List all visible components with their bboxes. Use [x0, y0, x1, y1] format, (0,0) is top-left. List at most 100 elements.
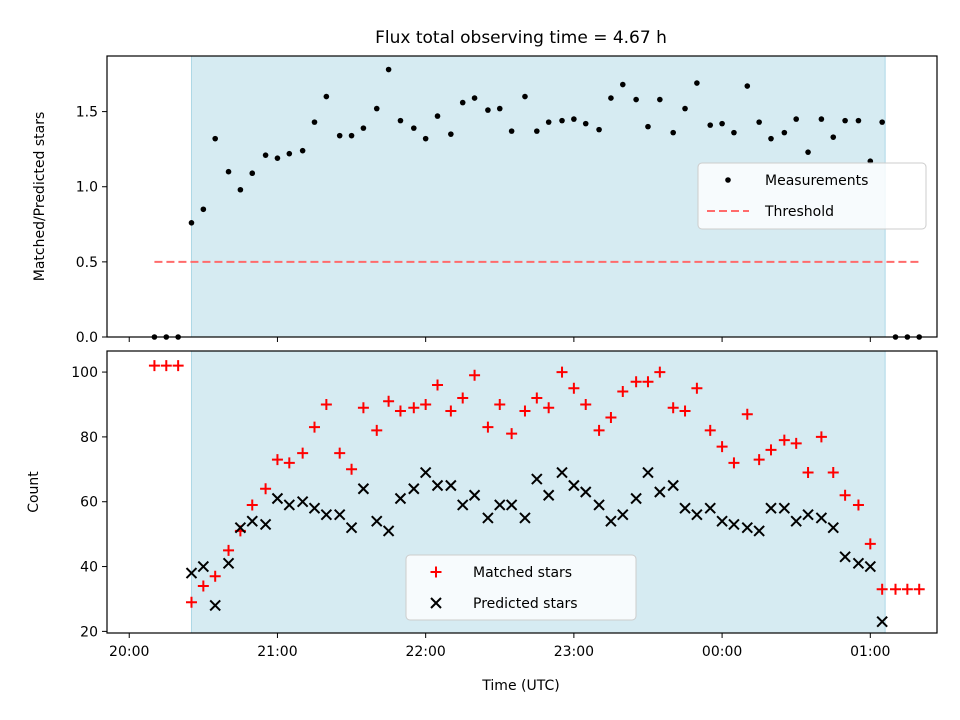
data-point — [197, 580, 209, 592]
data-point — [246, 499, 258, 511]
data-point — [297, 447, 309, 459]
data-point — [568, 382, 580, 394]
data-point — [394, 405, 406, 417]
data-point — [172, 360, 184, 372]
data-point — [336, 132, 343, 139]
data-point — [707, 122, 714, 128]
data-point — [633, 96, 639, 103]
data-point — [323, 93, 330, 100]
data-point — [765, 502, 777, 514]
data-point — [852, 557, 865, 570]
data-point — [876, 615, 888, 628]
data-point — [320, 398, 332, 410]
data-point — [654, 486, 666, 498]
legend-label: Predicted stars — [473, 596, 578, 612]
data-point — [222, 557, 235, 570]
plot-frame — [106, 350, 938, 634]
data-point — [582, 120, 589, 127]
legend-label: Matched stars — [473, 565, 572, 581]
data-point — [802, 508, 814, 521]
data-point — [642, 376, 654, 388]
series-measurements — [151, 66, 923, 340]
data-point — [654, 366, 666, 378]
plot-frame — [106, 55, 938, 338]
data-point — [778, 502, 791, 514]
data-point — [534, 128, 540, 134]
data-point — [309, 421, 320, 433]
y-tick-label: 1.0 — [76, 180, 98, 196]
data-point — [704, 424, 716, 436]
data-point — [505, 499, 518, 511]
data-point — [320, 508, 333, 521]
y-tick-label: 60 — [80, 495, 98, 511]
data-point — [357, 402, 369, 414]
data-point — [271, 454, 283, 466]
data-point — [852, 499, 864, 511]
data-point — [271, 492, 284, 505]
data-point — [286, 150, 293, 157]
data-point — [694, 80, 700, 86]
data-point — [448, 131, 454, 137]
legend-swatch — [430, 566, 442, 578]
data-point — [408, 483, 420, 495]
data-point — [274, 155, 281, 161]
data-point — [864, 538, 876, 550]
data-point — [704, 502, 716, 514]
data-point — [200, 206, 207, 213]
data-point — [385, 66, 392, 73]
data-point — [890, 583, 901, 595]
legend: Matched stars Predicted stars — [405, 554, 637, 621]
top-panel: 0.0 0.5 1.0 1.5 Matched/Predicted stars Measu… — [32, 55, 938, 346]
data-point — [383, 395, 395, 407]
data-point — [617, 508, 629, 521]
data-point — [830, 134, 837, 140]
x-axis-label: Time (UTC) — [481, 678, 559, 694]
x-tick-label: 21:00 — [257, 644, 297, 660]
data-point — [431, 479, 444, 492]
data-point — [531, 473, 543, 485]
data-point — [645, 123, 651, 130]
data-point — [619, 81, 626, 88]
data-point — [345, 521, 358, 534]
data-point — [469, 369, 481, 381]
data-point — [283, 457, 295, 469]
data-point — [839, 551, 851, 563]
data-point — [682, 105, 688, 112]
data-point — [333, 508, 346, 521]
y-tick-label: 0.5 — [76, 255, 98, 271]
data-point — [419, 466, 432, 479]
data-point — [209, 570, 221, 582]
data-point — [496, 105, 503, 112]
y-axis-label: Count — [26, 471, 42, 513]
data-point — [630, 376, 642, 388]
data-point — [657, 96, 663, 103]
data-point — [716, 515, 728, 527]
data-point — [494, 398, 506, 410]
data-point — [753, 454, 765, 466]
data-point — [670, 129, 676, 136]
data-point — [373, 105, 380, 112]
data-point — [818, 116, 825, 122]
data-point — [346, 463, 358, 475]
data-point — [617, 386, 629, 398]
data-point — [667, 479, 679, 492]
chart-title: Flux total observing time = 4.67 h — [375, 28, 667, 48]
data-point — [249, 170, 256, 177]
data-point — [408, 402, 420, 414]
y-tick-label: 0.0 — [76, 330, 98, 346]
legend-label: Threshold — [764, 204, 834, 220]
data-point — [522, 93, 528, 100]
data-point — [765, 444, 777, 456]
data-point — [913, 583, 925, 595]
x-tick-label: 22:00 — [405, 644, 445, 660]
data-point — [667, 402, 679, 414]
data-point — [434, 113, 441, 119]
data-point — [855, 117, 862, 124]
data-point — [411, 125, 417, 131]
legend-label: Measurements — [765, 173, 868, 189]
legend-box — [405, 554, 637, 621]
data-point — [357, 483, 370, 495]
data-point — [556, 366, 568, 378]
data-point — [246, 515, 258, 527]
data-point — [679, 405, 691, 417]
